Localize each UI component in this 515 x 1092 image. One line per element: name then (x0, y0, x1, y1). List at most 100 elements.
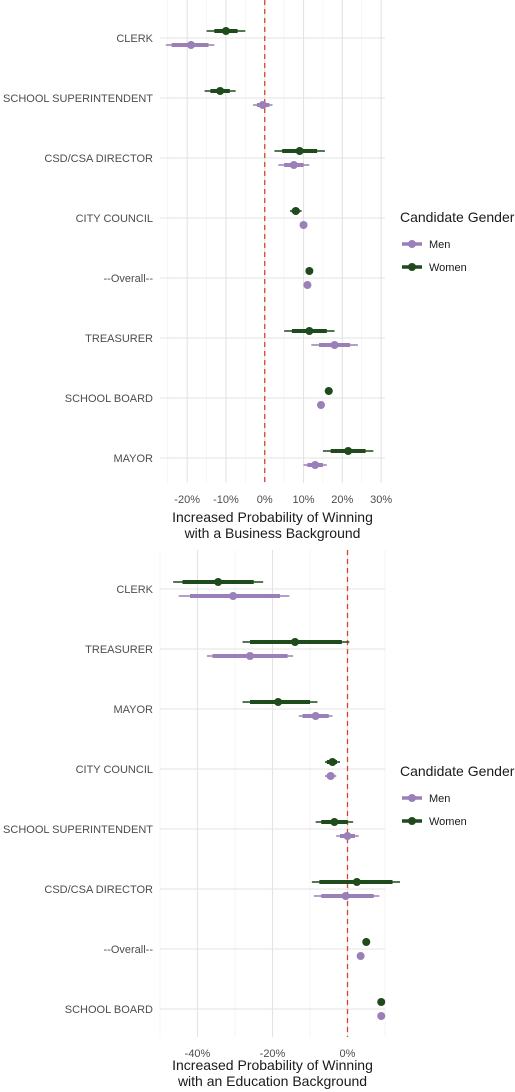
category-label-csd-csa-director: CSD/CSA DIRECTOR (44, 153, 153, 165)
category-label-school-superintendent: SCHOOL SUPERINTENDENT (3, 93, 153, 105)
data-point-women-school-board (377, 998, 386, 1006)
panel-2: CLERK TREASURER MAYOR CITY COUNCIL SCHOOL SU… (3, 550, 515, 1089)
data-point-men-school-board (377, 1012, 386, 1020)
point-estimate (303, 281, 312, 289)
point-estimate (246, 652, 254, 660)
category-label-mayor: MAYOR (113, 453, 153, 465)
point-estimate (258, 101, 267, 109)
data-point-men-treasurer (206, 652, 294, 660)
point-estimate (311, 461, 320, 469)
point-estimate (216, 87, 225, 95)
data-point-women-csd-csa-director (274, 147, 325, 155)
x-axis-title-line-2: with a Business Background (184, 525, 361, 541)
legend-label: Men (429, 793, 450, 805)
data-point-men-school-board (316, 401, 325, 409)
data-point-men-csd-csa-director (278, 161, 310, 169)
point-estimate (289, 161, 298, 169)
category-label-treasurer: TREASURER (85, 333, 153, 345)
data-point-men-mayor (298, 712, 333, 720)
data-point-women-clerk (173, 578, 264, 586)
point-estimate (377, 1012, 386, 1020)
data-point-women-treasurer (242, 638, 350, 646)
category-label-overall: --Overall-- (104, 944, 154, 956)
x-tick-label: -20% (174, 494, 200, 506)
data-point-women-treasurer (284, 327, 335, 335)
category-label-school-board: SCHOOL BOARD (65, 393, 153, 405)
point-estimate (341, 892, 350, 900)
x-tick-label: -20% (260, 1048, 286, 1060)
point-estimate (305, 327, 314, 335)
point-estimate (295, 147, 304, 155)
category-label-school-board: SCHOOL BOARD (65, 1004, 153, 1016)
point-estimate (291, 207, 300, 215)
category-label-csd-csa-director: CSD/CSA DIRECTOR (44, 884, 153, 896)
point-estimate (291, 638, 299, 646)
data-point-men-overall (303, 281, 312, 289)
series-men (165, 41, 358, 469)
x-tick-label: 0% (257, 494, 273, 506)
category-label-clerk: CLERK (116, 33, 153, 45)
category-label-city-council: CITY COUNCIL (76, 764, 153, 776)
x-tick-label: 10% (293, 494, 315, 506)
legend-key-dot (408, 263, 416, 271)
x-axis-title-line-1: Increased Probability of Winning (172, 1057, 373, 1073)
data-point-women-school-superintendent (204, 87, 236, 95)
legend-entry-women: Women (402, 816, 467, 828)
point-estimate (330, 341, 339, 349)
legend: Candidate Gender Men Women (400, 209, 515, 274)
category-label-city-council: CITY COUNCIL (76, 213, 153, 225)
data-point-women-csd-csa-director (311, 878, 400, 886)
x-tick-label: -10% (213, 494, 239, 506)
panel-1: CLERK SCHOOL SUPERINTENDENT CSD/CSA DIRECT… (3, 0, 515, 541)
x-axis-title-line-1: Increased Probability of Winning (172, 509, 373, 525)
data-point-women-mayor (322, 447, 374, 455)
point-estimate (352, 878, 361, 886)
point-estimate (229, 592, 238, 600)
point-estimate (324, 387, 333, 395)
data-point-women-mayor (242, 698, 318, 706)
legend-key-dot (408, 794, 416, 802)
point-estimate (316, 401, 325, 409)
data-point-men-school-superintendent (336, 832, 359, 840)
point-estimate (187, 41, 196, 49)
data-point-men-city-council (325, 772, 337, 780)
data-point-men-city-council (299, 221, 308, 229)
category-label-mayor: MAYOR (113, 704, 153, 716)
legend-label: Men (429, 239, 450, 251)
legend-title: Candidate Gender (400, 209, 515, 225)
point-estimate (362, 938, 371, 946)
point-estimate (343, 832, 352, 840)
point-estimate (356, 952, 365, 960)
data-point-men-clerk (178, 592, 290, 600)
data-point-men-mayor (303, 461, 327, 469)
legend-key-dot (408, 817, 416, 825)
legend-entry-men: Men (402, 239, 450, 251)
x-tick-label: 0% (340, 1048, 356, 1060)
data-point-women-city-council (289, 207, 302, 215)
data-point-men-overall (356, 952, 365, 960)
point-estimate (330, 818, 339, 826)
legend-title: Candidate Gender (400, 763, 515, 779)
point-estimate (311, 712, 320, 720)
x-tick-label: 30% (370, 494, 392, 506)
category-label-clerk: CLERK (116, 584, 153, 596)
point-estimate (377, 998, 386, 1006)
legend: Candidate Gender Men Women (400, 763, 515, 828)
point-estimate (221, 27, 230, 35)
legend-entry-men: Men (402, 793, 450, 805)
data-point-women-clerk (206, 27, 246, 35)
x-tick-label: 20% (331, 494, 353, 506)
point-estimate (274, 698, 283, 706)
series-women (204, 27, 374, 455)
point-estimate (214, 578, 223, 586)
series-women (173, 578, 400, 1006)
legend-label: Women (429, 262, 467, 274)
point-estimate (328, 758, 337, 766)
point-estimate (299, 221, 308, 229)
category-label-school-superintendent: SCHOOL SUPERINTENDENT (3, 824, 153, 836)
legend-key-dot (408, 240, 416, 248)
category-label-overall: --Overall-- (104, 273, 154, 285)
data-point-men-clerk (165, 41, 215, 49)
data-point-women-overall (305, 267, 314, 275)
